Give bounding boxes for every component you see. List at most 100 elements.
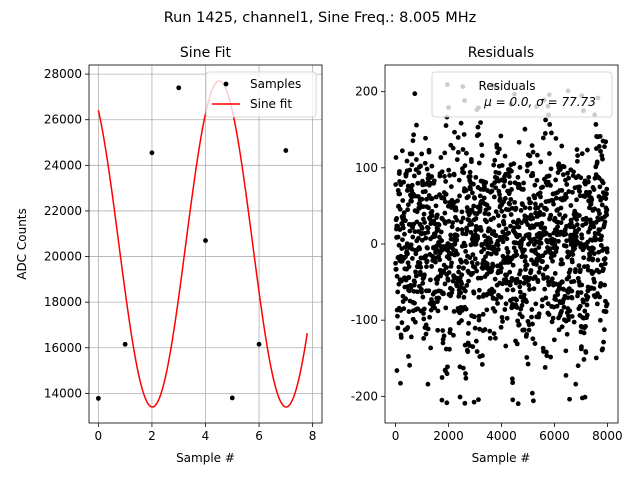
residual-point [517,165,523,170]
residual-point [415,180,421,186]
residual-point [472,256,478,262]
residual-point [550,315,556,321]
residual-point [514,305,520,310]
residual-point [580,299,586,305]
residual-point [479,153,485,158]
sine-fit-xtick-label: 0 [95,429,103,443]
residual-point [540,135,546,141]
residual-point [409,198,414,204]
residual-point [443,191,449,197]
residual-point [592,206,597,212]
residual-point [470,344,476,350]
residual-point [522,258,528,264]
residual-point [599,262,604,268]
residual-point [563,372,569,378]
residual-point [409,188,415,194]
residual-point [587,253,593,258]
sine-fit-title: Sine Fit [180,45,232,61]
residual-point [478,120,483,126]
residual-point [457,193,462,199]
residual-point [425,326,431,332]
sine-fit-grid [89,65,322,423]
residual-point [425,229,431,235]
residual-point [470,270,476,276]
residual-point [521,292,527,298]
residual-point [583,349,589,355]
residual-point [543,117,548,123]
residual-point [469,260,475,265]
residual-point [566,175,572,181]
residual-point [547,246,553,252]
residual-point [563,243,569,249]
residual-point [492,308,498,314]
residual-point [405,207,411,213]
residual-point [464,260,470,265]
residual-point [514,276,520,282]
residual-point [434,247,440,253]
residual-point [461,294,467,300]
residual-point [417,260,423,266]
residual-point [442,199,448,205]
residual-point [477,205,483,210]
residual-point [601,327,607,333]
residual-point [459,209,465,215]
residual-point [597,317,603,323]
residual-point [510,380,516,386]
residual-point [596,249,602,255]
residual-point [497,196,503,201]
legend-sine-fit-label: Sine fit [250,97,292,111]
residual-point [487,328,493,334]
residual-point [407,362,413,368]
residual-point [541,276,547,281]
residual-point [411,132,416,138]
residual-point [595,257,601,263]
residual-point [537,190,543,196]
residual-point [582,394,588,400]
residual-point [517,289,523,295]
residual-point [498,324,504,330]
residual-point [419,289,424,295]
residual-point [420,178,425,184]
residual-point [393,182,399,187]
residual-point [474,349,480,354]
residual-point [552,237,557,243]
residual-point [466,278,471,284]
residual-point [478,228,484,233]
residual-point [439,238,445,244]
residual-point [476,294,482,300]
residual-point [516,224,522,230]
residual-point [442,150,448,156]
residual-point [568,203,574,208]
residual-point [460,365,466,371]
residual-point [493,335,498,341]
residual-point [518,208,524,213]
residual-point [415,289,420,295]
residual-point [483,254,488,260]
residual-point [480,311,486,317]
residual-point [537,265,543,271]
residual-point [422,220,427,225]
residual-point [459,318,464,323]
residual-point [490,263,496,269]
residual-point [517,284,523,290]
sine-fit-legend-box [205,71,317,118]
residual-point [591,246,596,251]
residual-point [506,174,512,179]
residual-point [471,203,477,209]
residual-point [507,282,513,288]
residual-point [439,375,445,380]
residual-point [514,252,520,258]
residual-point [536,245,542,250]
residual-point [428,277,433,283]
residual-point [521,327,527,333]
residual-point [526,196,532,202]
residual-point [437,257,443,263]
sine-fit-x-ticks: 0 2 4 6 8 [95,423,316,443]
residual-point [457,394,463,400]
residual-point [603,139,609,145]
residual-point [494,296,499,302]
residuals-title: Residuals [468,45,534,61]
residual-point [446,256,452,262]
residual-point [519,220,524,226]
residual-point [450,278,456,284]
